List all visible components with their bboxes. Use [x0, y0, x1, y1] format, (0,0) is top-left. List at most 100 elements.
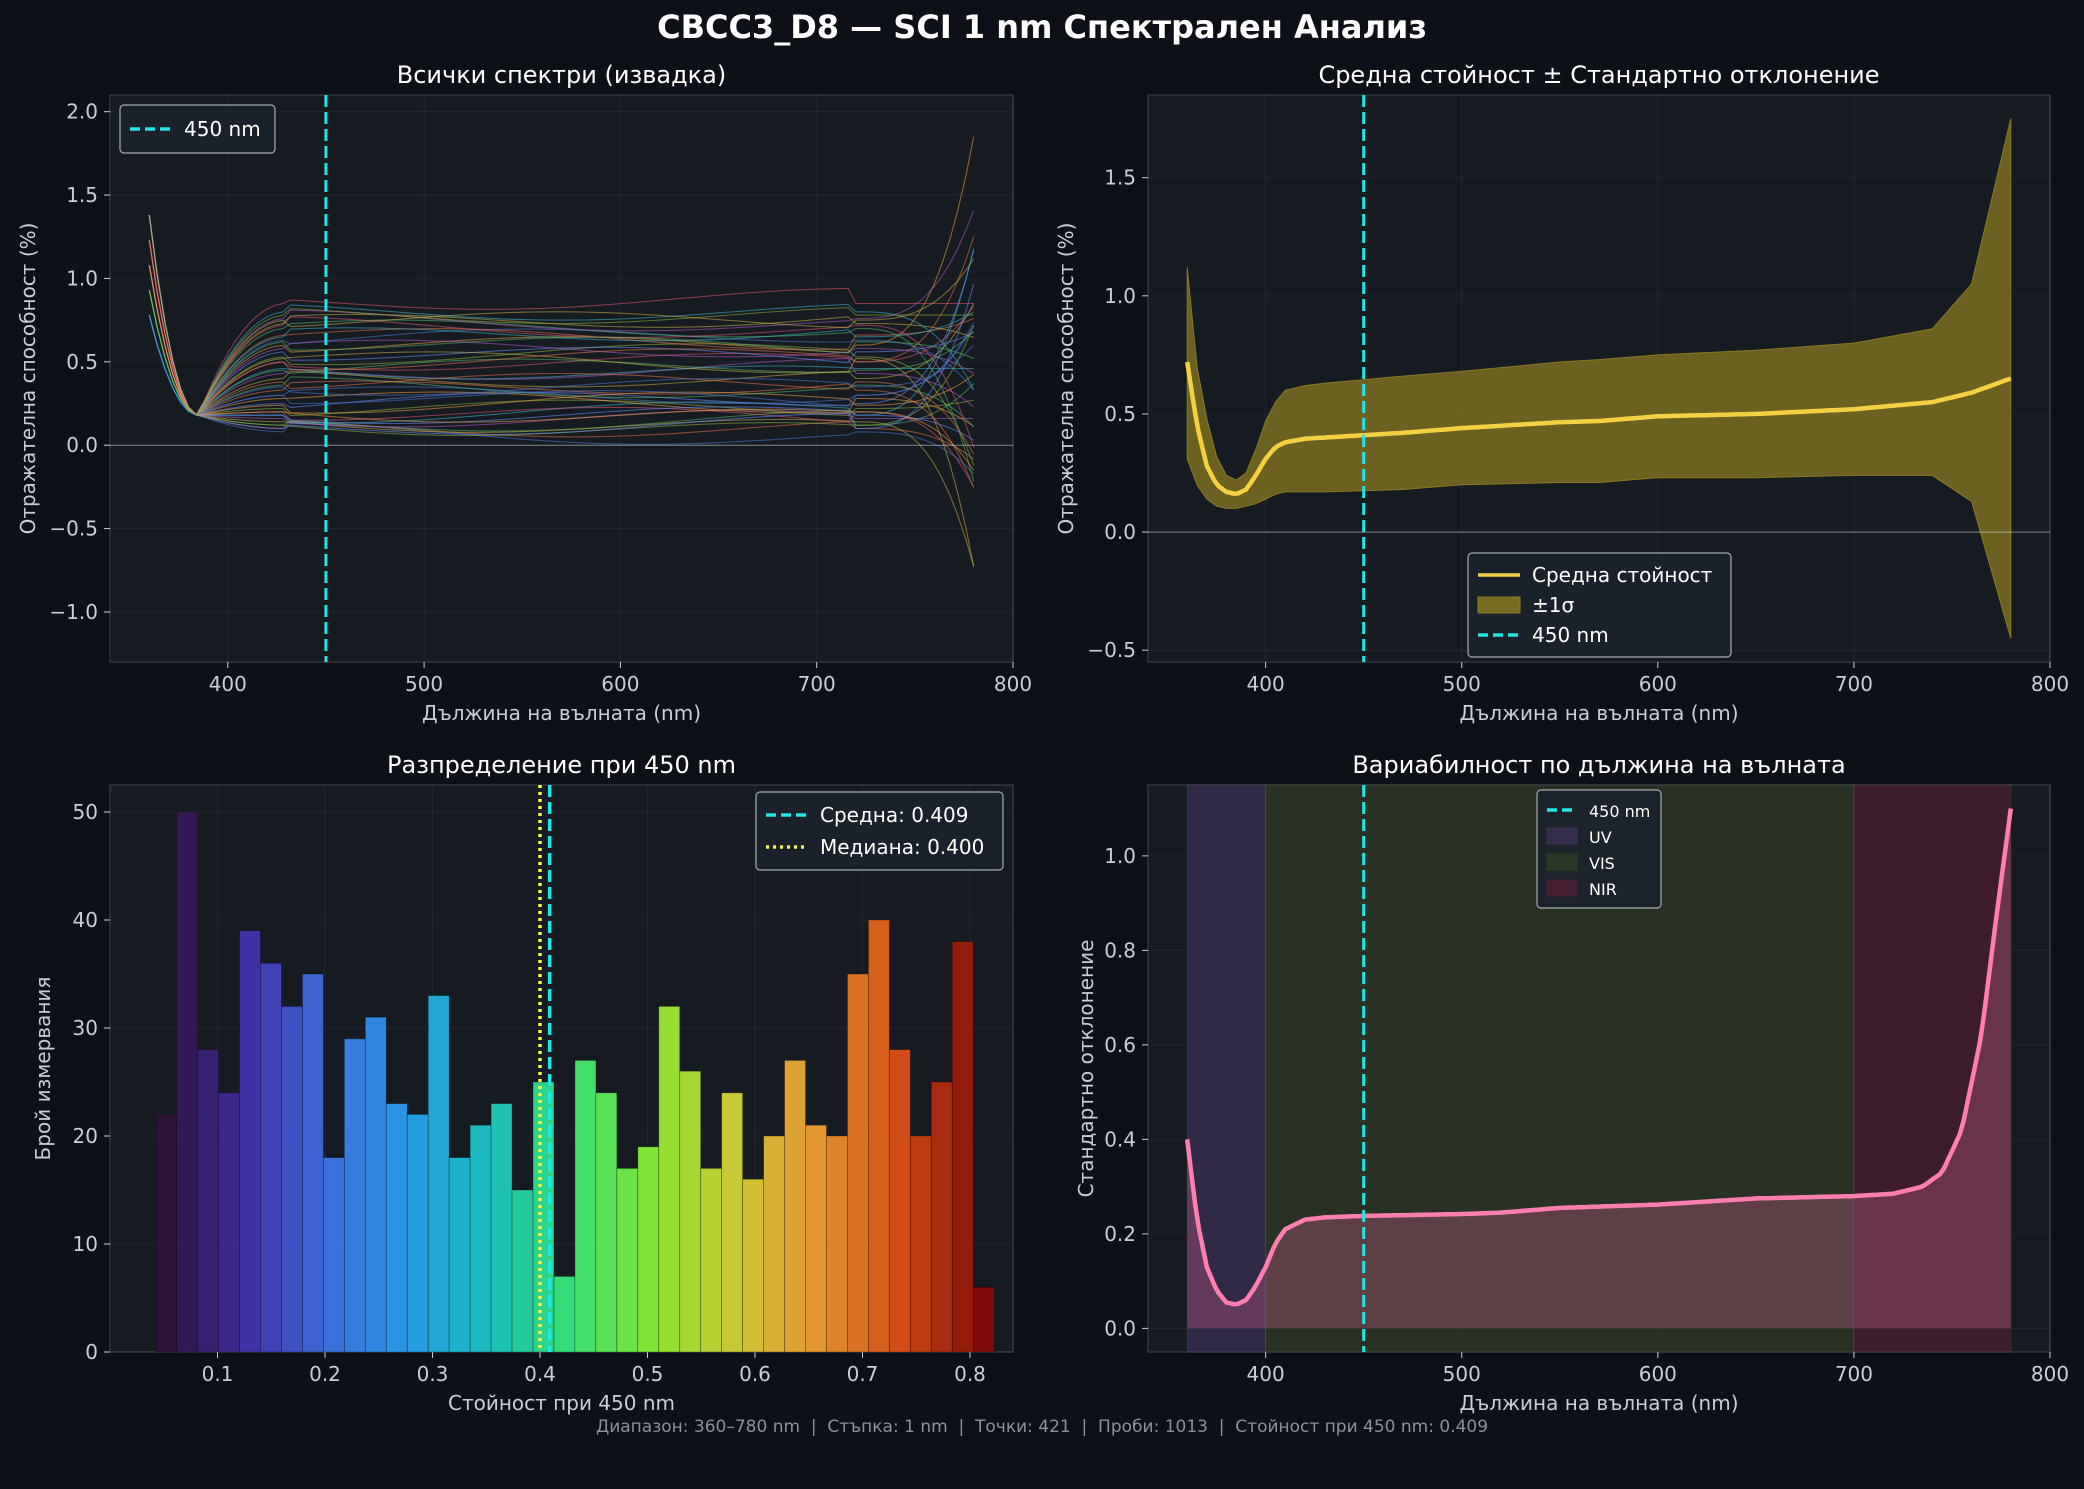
legend-label: 450 nm — [1532, 623, 1609, 647]
histogram-bar — [763, 1135, 785, 1353]
y-tick-label: 50 — [73, 800, 98, 824]
spectrum-line — [148, 240, 975, 455]
legend-label: UV — [1589, 828, 1612, 847]
histogram-bar — [343, 1038, 366, 1353]
legend-box — [755, 791, 1004, 871]
y-tick-label: 0.6 — [1104, 1033, 1136, 1057]
y-tick-label: 10 — [73, 1232, 98, 1256]
spectrum-line — [148, 289, 974, 416]
x-tick-label: 800 — [2031, 672, 2069, 696]
legend-label: 450 nm — [184, 117, 261, 141]
panel-title: Всички спектри (извадка) — [397, 61, 726, 89]
spectrum-line — [148, 303, 975, 416]
x-axis-label: Стойност при 450 nm — [448, 1391, 675, 1415]
legend-swatch — [1477, 596, 1521, 614]
x-tick-label: 700 — [798, 672, 836, 696]
histogram-bar — [574, 1060, 597, 1353]
y-axis-label: Отражателна способност (%) — [16, 223, 40, 535]
x-tick-label: 0.8 — [954, 1362, 986, 1386]
x-tick-label: 0.2 — [309, 1362, 341, 1386]
histogram-bar — [302, 973, 324, 1353]
y-axis-label: Брой измервания — [31, 977, 55, 1161]
std-line — [1184, 808, 2014, 1307]
mean-line — [1184, 361, 2012, 497]
histogram-bar — [888, 1049, 911, 1353]
std-band — [1186, 118, 2012, 639]
spectrum-line — [148, 240, 974, 416]
x-tick-label: 0.6 — [739, 1362, 771, 1386]
y-tick-label: 0 — [85, 1340, 98, 1364]
spectrum-line — [148, 314, 974, 416]
histogram-bar — [595, 1092, 618, 1353]
spectrum-line — [148, 240, 974, 416]
histogram-bar — [511, 1189, 534, 1353]
x-tick-label: 700 — [1835, 672, 1873, 696]
x-tick-label: 0.3 — [417, 1362, 449, 1386]
panel-title: Средна стойност ± Стандартно отклонение — [1318, 61, 1879, 89]
spectrum-line — [148, 289, 975, 482]
histogram-bar — [448, 1157, 471, 1353]
histogram-bar — [951, 941, 974, 1353]
x-tick-label: 600 — [601, 672, 639, 696]
y-tick-label: 1.0 — [1104, 284, 1136, 308]
spectrum-line — [148, 240, 975, 488]
histogram-bar — [700, 1168, 723, 1353]
histogram-bar — [427, 995, 450, 1353]
histogram-bar — [364, 1016, 387, 1353]
legend-swatch — [1546, 853, 1578, 871]
panel-histogram-450nm: Разпределение при 450 nm 0.1 0.2 0.3 0.4 0.5 0… — [31, 751, 1014, 1415]
histogram-bar — [385, 1103, 408, 1353]
legend-swatch — [1546, 827, 1578, 845]
y-tick-label: 0.0 — [1104, 520, 1136, 544]
y-tick-label: 1.0 — [1104, 844, 1136, 868]
y-tick-label: 1.5 — [1104, 166, 1136, 190]
histogram-bar — [972, 1286, 995, 1353]
legend-label: Средна стойност — [1532, 563, 1713, 587]
histogram-bar — [197, 1049, 219, 1353]
legend-label: 450 nm — [1589, 802, 1650, 821]
y-tick-label: 0.0 — [1104, 1316, 1136, 1340]
spectrum-line — [148, 215, 975, 567]
panel-mean-std: Средна стойност ± Стандартно отклонение 4… — [1054, 61, 2069, 725]
region-nir — [1853, 784, 2012, 1353]
x-tick-label: 600 — [1639, 672, 1677, 696]
legend-label: VIS — [1589, 854, 1615, 873]
histogram-bar — [176, 811, 199, 1353]
histogram-bar — [155, 1114, 178, 1353]
spectrum-line — [148, 265, 975, 416]
spectrum-line — [148, 314, 975, 416]
x-tick-label: 400 — [209, 672, 247, 696]
y-tick-label: −0.5 — [49, 517, 98, 541]
x-tick-label: 800 — [994, 672, 1032, 696]
x-tick-label: 0.7 — [847, 1362, 879, 1386]
x-tick-label: 500 — [1443, 672, 1481, 696]
x-tick-label: 700 — [1835, 1362, 1873, 1386]
x-tick-label: 0.5 — [632, 1362, 664, 1386]
footer-summary: Диапазон: 360–780 nm | Стъпка: 1 nm | То… — [596, 1417, 1488, 1437]
legend-box — [1536, 789, 1662, 909]
spectrum-line — [148, 215, 975, 435]
spectrum-line — [148, 240, 975, 416]
y-tick-label: 1.0 — [66, 266, 98, 290]
legend-label: Медиана: 0.400 — [820, 835, 984, 859]
y-tick-label: 0.5 — [66, 350, 98, 374]
histogram-bar — [742, 1178, 765, 1353]
y-tick-label: 0.8 — [1104, 938, 1136, 962]
legend-label: Средна: 0.409 — [820, 803, 968, 827]
x-tick-label: 600 — [1639, 1362, 1677, 1386]
histogram-bar — [909, 1135, 932, 1353]
histogram-bar — [322, 1157, 345, 1353]
histogram-bar — [616, 1168, 639, 1353]
spectrum-line — [148, 209, 975, 416]
spectrum-line — [148, 314, 975, 416]
histogram-bar — [239, 930, 261, 1353]
panel-all-spectra: Всички спектри (извадка) 400 500 600 700 800 −… — [16, 61, 1032, 725]
x-tick-label: 500 — [405, 672, 443, 696]
spectrum-line — [148, 215, 974, 416]
spectrum-line — [148, 265, 975, 427]
spectra-lines — [148, 136, 975, 568]
spectrum-line — [148, 215, 975, 568]
panel-variability: Вариабилност по дължина на вълната 400 500… — [1074, 751, 2069, 1415]
x-axis-label: Дължина на вълната (nm) — [422, 701, 701, 725]
